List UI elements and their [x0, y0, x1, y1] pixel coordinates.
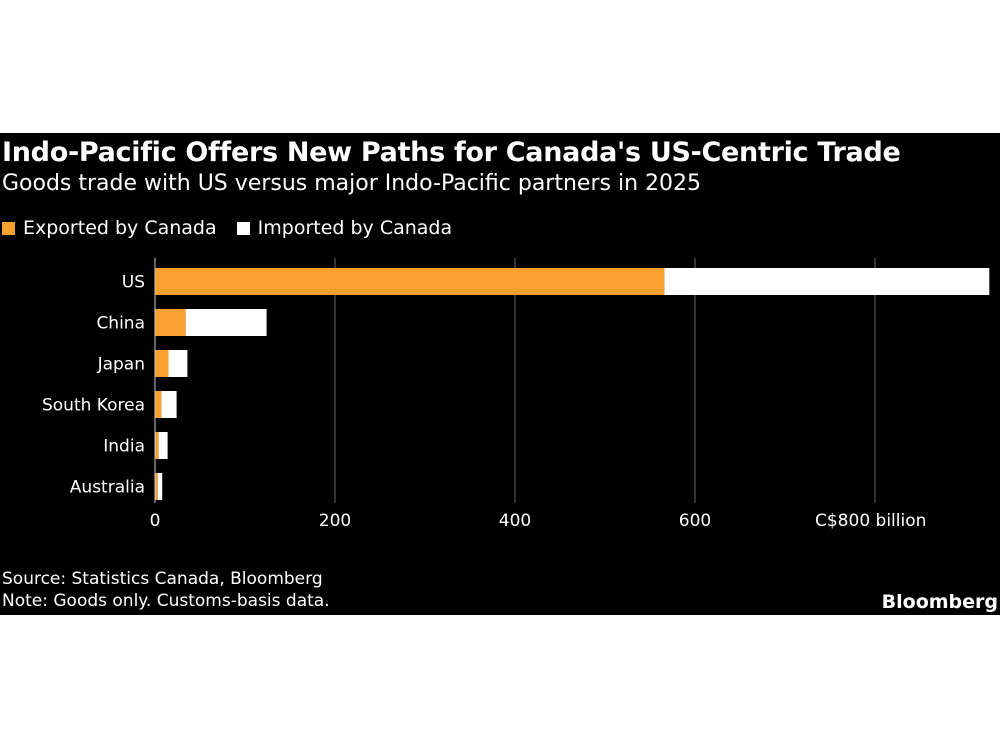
bar-exported	[155, 268, 665, 295]
bar-exported	[155, 350, 169, 377]
category-label: China	[96, 314, 145, 334]
x-tick-label: 400	[499, 511, 531, 531]
category-label: South Korea	[42, 396, 145, 416]
source-note: Source: Statistics Canada, Bloomberg	[2, 569, 323, 589]
footnote: Note: Goods only. Customs-basis data.	[2, 591, 330, 611]
x-tick-label: 600	[679, 511, 711, 531]
bar-exported	[155, 473, 158, 500]
chart-subtitle: Goods trade with US versus major Indo-Pa…	[2, 171, 701, 196]
legend-swatch-imported	[236, 221, 250, 235]
x-tick-label: 0	[150, 511, 161, 531]
category-label: India	[103, 437, 145, 457]
legend: Exported by Canada Imported by Canada	[2, 217, 452, 239]
chart-title: Indo-Pacific Offers New Paths for Canada…	[2, 137, 901, 168]
category-label: Australia	[70, 478, 145, 498]
legend-label: Imported by Canada	[257, 217, 453, 239]
legend-item-imported: Imported by Canada	[236, 217, 453, 239]
bar-chart: 0 200 400 600 C$800 billion US China Japan South…	[42, 258, 990, 531]
category-label: Japan	[97, 355, 145, 375]
legend-item-exported: Exported by Canada	[2, 217, 217, 239]
bar-imported	[168, 350, 188, 377]
legend-swatch-exported	[2, 221, 15, 235]
category-label: US	[122, 273, 145, 293]
bar-imported	[185, 309, 267, 336]
bar-imported	[161, 391, 177, 418]
bloomberg-logo: Bloomberg	[881, 591, 998, 613]
bar-exported	[155, 309, 186, 336]
chart-panel: Indo-Pacific Offers New Paths for Canada…	[0, 133, 1000, 615]
legend-label: Exported by Canada	[23, 217, 217, 239]
bar-exported	[155, 391, 162, 418]
bar-imported	[664, 268, 990, 295]
x-tick-label: C$800 billion	[815, 511, 926, 531]
bar-imported	[157, 473, 163, 500]
bar-exported	[155, 432, 159, 459]
bar-imported	[158, 432, 168, 459]
x-tick-label: 200	[319, 511, 351, 531]
